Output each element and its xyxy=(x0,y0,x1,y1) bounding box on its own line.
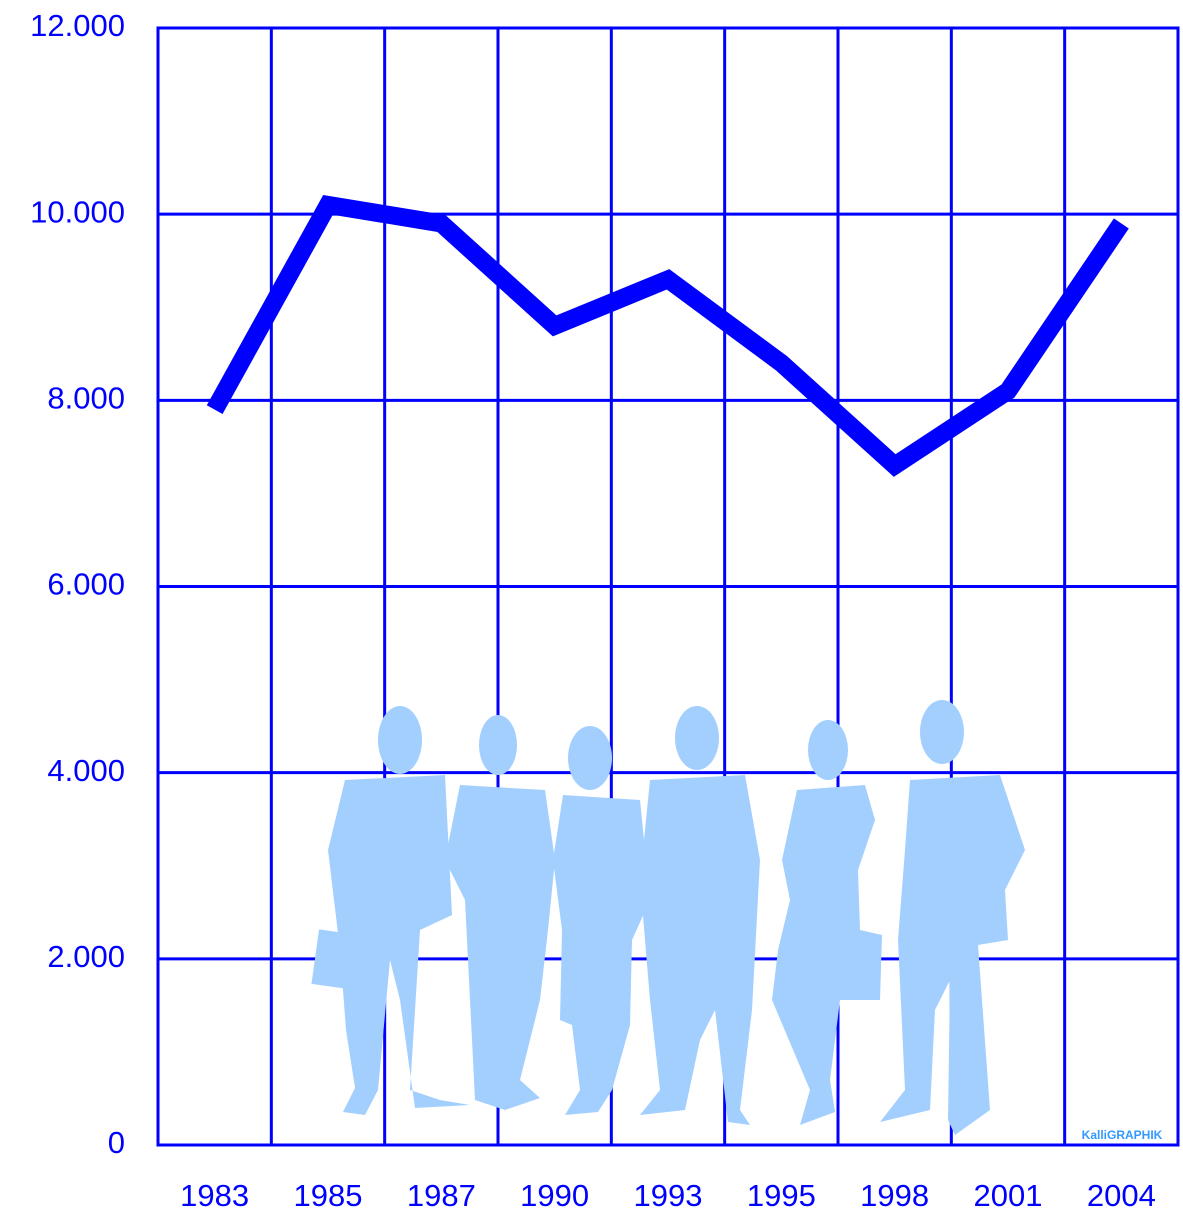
figure-head xyxy=(675,706,719,770)
y-tick-label: 12.000 xyxy=(30,8,125,43)
figure-body xyxy=(640,775,760,1125)
x-tick-label: 2001 xyxy=(974,1178,1043,1213)
people-silhouettes xyxy=(311,700,1025,1135)
x-tick-label: 1990 xyxy=(520,1178,589,1213)
figure-body xyxy=(553,795,650,1115)
y-tick-label: 8.000 xyxy=(47,381,125,416)
y-tick-label: 6.000 xyxy=(47,567,125,602)
figure-body xyxy=(445,785,555,1110)
figure-head xyxy=(378,706,422,774)
y-tick-label: 2.000 xyxy=(47,939,125,974)
data-marks xyxy=(215,205,1122,466)
figure-head xyxy=(920,700,964,764)
figure-body xyxy=(772,785,882,1125)
x-tick-label: 1995 xyxy=(747,1178,816,1213)
y-tick-label: 0 xyxy=(108,1125,125,1160)
x-tick-label: 1993 xyxy=(634,1178,703,1213)
figure-head xyxy=(568,726,612,790)
data-line xyxy=(215,205,1122,466)
chart: KalliGRAPHIK 0 2.000 4.000 6.000 8.000 10.000… xyxy=(0,0,1183,1218)
figure-head xyxy=(479,715,517,775)
figure-bag xyxy=(311,929,360,989)
y-tick-label: 4.000 xyxy=(47,753,125,788)
x-tick-label: 1987 xyxy=(407,1178,476,1213)
x-tick-label: 2004 xyxy=(1087,1178,1156,1213)
x-tick-label: 1985 xyxy=(294,1178,363,1213)
figure-body xyxy=(880,775,1025,1135)
watermark: KalliGRAPHIK xyxy=(1082,1128,1163,1142)
figure-head xyxy=(808,720,848,780)
page: KalliGRAPHIK 0 2.000 4.000 6.000 8.000 10.000… xyxy=(0,0,1183,1218)
x-tick-label: 1998 xyxy=(860,1178,929,1213)
x-tick-label: 1983 xyxy=(180,1178,249,1213)
y-tick-label: 10.000 xyxy=(30,194,125,229)
